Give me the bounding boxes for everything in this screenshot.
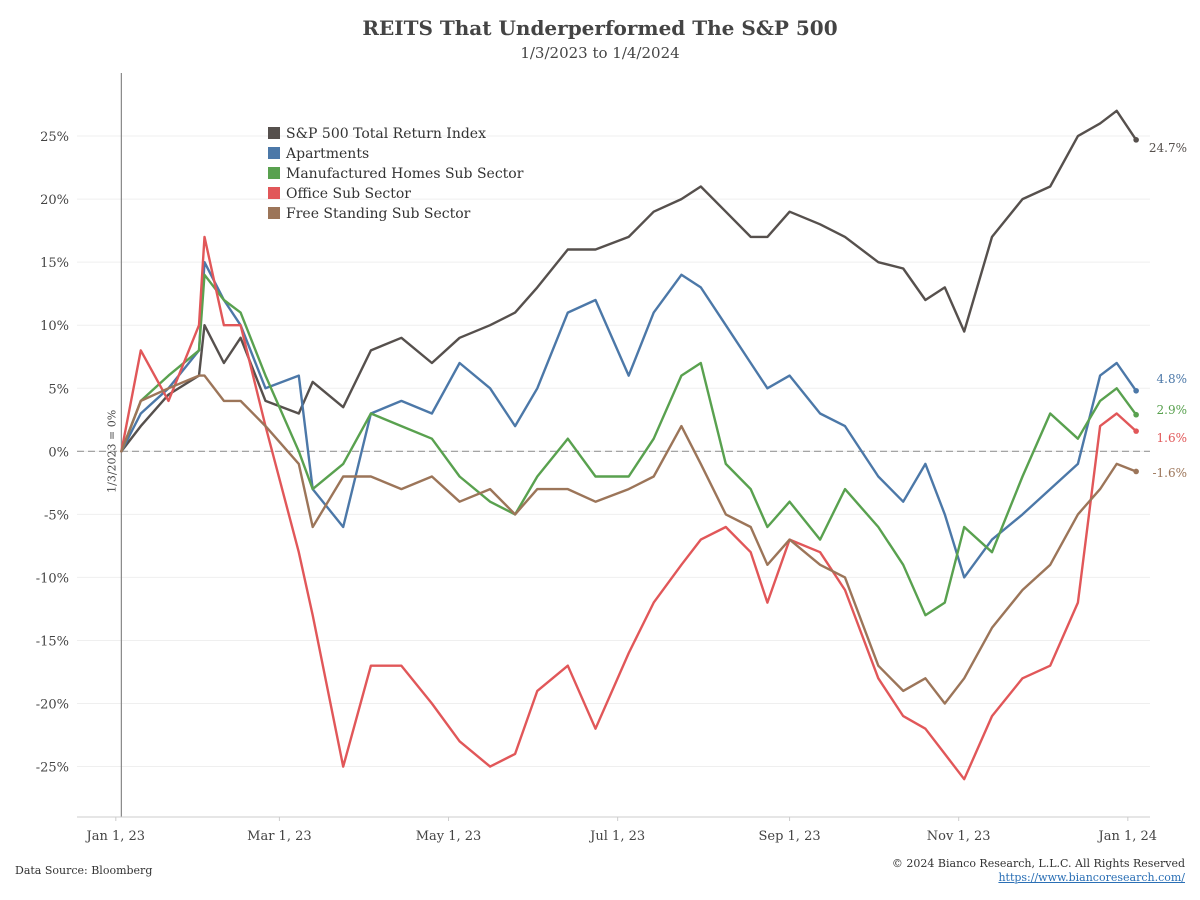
series-end-point-4 [1133,468,1139,475]
legend-swatch-2 [268,167,280,179]
series-end-point-3 [1133,428,1139,434]
y-tick-label: 25% [40,130,69,145]
legend-label-0: S&P 500 Total Return Index [286,126,486,142]
y-tick-label: -5% [44,508,69,523]
legend-label-3: Office Sub Sector [286,186,411,202]
series-end-point-2 [1133,411,1139,418]
series-end-label-3: 1.6% [1157,431,1188,445]
y-tick-label: 10% [40,319,69,334]
series-line-4 [120,374,1138,705]
legend-layer: S&P 500 Total Return Index Apartments Manu… [268,126,524,222]
series-end-label-2: 2.9% [1157,403,1188,417]
x-tick-label: Nov 1, 23 [927,829,991,844]
x-tick-label: Jul 1, 23 [588,829,645,844]
copyright-notice: © 2024 Bianco Research, L.L.C. All Right… [891,857,1185,870]
legend-swatch-0 [268,127,280,139]
y-tick-label: -20% [36,698,69,713]
series-end-point-1 [1133,387,1139,394]
legend-label-4: Free Standing Sub Sector [286,206,471,222]
reference-label: 1/3/2023 = 0% [105,410,118,493]
y-tick-label: 5% [48,382,69,397]
series-end-label-0: 24.7% [1149,141,1187,155]
y-tick-label: 15% [40,256,69,271]
y-tick-label: -15% [36,634,69,649]
series-line-3 [120,235,1138,781]
grid-layer [77,73,1150,817]
x-tick-label: May 1, 23 [416,829,482,844]
series-layer [120,109,1139,781]
series-end-label-4: -1.6% [1152,466,1187,480]
axis-layer: -25% -20% -15% -10% -5% 0% 5% 10% 15% 20% 25% Jan 1… [36,130,1157,844]
y-tick-label: 0% [48,445,69,460]
chart-title: REITS That Underperformed The S&P 500 [362,16,838,40]
series-end-point-0 [1133,137,1139,143]
legend-label-2: Manufactured Homes Sub Sector [286,166,524,182]
legend-swatch-1 [268,147,280,159]
series-end-label-1: 4.8% [1157,372,1188,386]
legend-swatch-4 [268,207,280,219]
x-tick-label: Jan 1, 23 [85,829,146,844]
chart-subtitle: 1/3/2023 to 1/4/2024 [520,44,680,62]
series-line-0 [120,109,1138,453]
y-tick-label: -10% [36,571,69,586]
data-source: Data Source: Bloomberg [15,864,153,877]
label-layer: 1/3/2023 = 0% 24.7% 4.8% 2.9% 1.6% -1.6% [105,141,1187,493]
series-line-1 [120,261,1138,579]
y-tick-label: -25% [36,761,69,776]
x-tick-label: Jan 1, 24 [1097,829,1158,844]
x-tick-label: Mar 1, 23 [247,829,312,844]
legend-swatch-3 [268,187,280,199]
x-tick-label: Sep 1, 23 [758,829,820,844]
y-tick-label: 20% [40,193,69,208]
series-line-2 [120,273,1138,617]
website-link[interactable]: https://www.biancoresearch.com/ [998,871,1185,884]
legend-label-1: Apartments [285,146,369,162]
